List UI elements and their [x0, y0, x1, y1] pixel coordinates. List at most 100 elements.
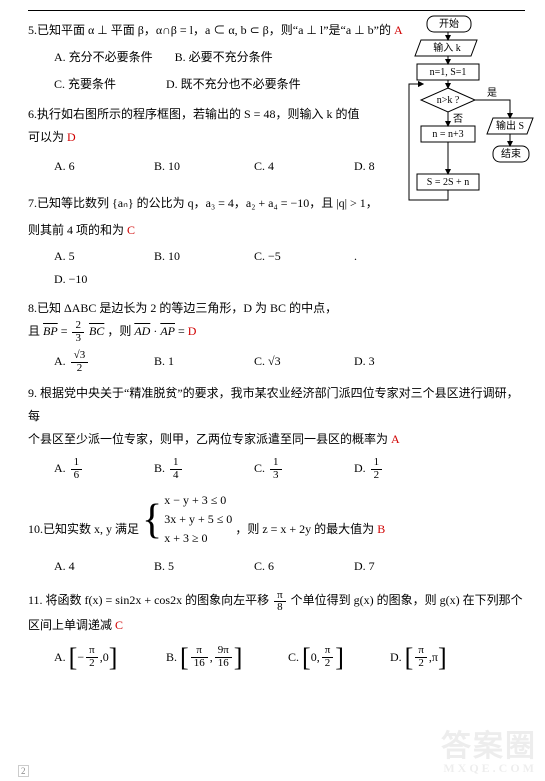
q9-b-p: B.: [154, 461, 165, 475]
q10-opt-a: A. 4: [54, 555, 114, 578]
q5-answer: A: [394, 23, 403, 37]
fc-in: 输入 k: [433, 41, 461, 54]
q9-c-p: C.: [254, 461, 265, 475]
q9-c-frac: 13: [270, 457, 282, 481]
fc-end: 结束: [501, 147, 521, 160]
q7-stem-b-text: 则其前 4 项的和为: [28, 223, 124, 237]
q10-system-rows: x − y + 3 ≤ 0 3x + y + 5 ≤ 0 x + 3 ≥ 0: [164, 491, 232, 549]
left-brace-icon: {: [142, 499, 162, 541]
q11: 11. 将函数 f(x) = sin2x + cos2x 的图象向左平移 π8 …: [28, 589, 525, 670]
rbracket-icon: ]: [438, 645, 447, 671]
q11-post: 个单位得到 g(x) 的图象，则 g(x) 在下列那个: [291, 593, 523, 607]
q7-opt-b: B. 10: [154, 245, 214, 268]
lbracket-icon: [: [69, 645, 78, 671]
q5-opt-c: C. 充要条件: [54, 73, 144, 96]
q9-opt-a: A. 16: [54, 457, 114, 481]
q11-b-r: 9π16: [215, 645, 232, 669]
q8-options: A. √32 B. 1 C. √3 D. 3: [54, 350, 525, 374]
q10-stem: 10.已知实数 x, y 满足 { x − y + 3 ≤ 0 3x + y +…: [28, 491, 525, 549]
q11-a-neg: −: [77, 646, 84, 669]
q10-opt-d: D. 7: [354, 555, 414, 578]
q10-options: A. 4 B. 5 C. 6 D. 7: [54, 555, 525, 578]
q6-opt-b: B. 10: [154, 155, 214, 178]
q8-stem-a: 8.已知 ΔABC 是边长为 2 的等边三角形，D 为 BC 的中点，: [28, 297, 525, 320]
q9-a-frac: 16: [71, 457, 83, 481]
lbracket-icon: [: [302, 645, 311, 671]
q10-answer: B: [377, 522, 385, 536]
flowchart: 开始 输入 k n=1, S=1 n>k ? n = n+3 S = 2S + …: [407, 14, 535, 236]
lbracket-icon: [: [180, 645, 189, 671]
q11-a-ld: 2: [86, 658, 98, 670]
q11-shift: π8: [274, 590, 286, 614]
q8-opt-a: A. √32: [54, 350, 114, 374]
q8-dot: ·: [153, 324, 157, 338]
top-rule: [28, 10, 525, 11]
q8-vec-bp: BP: [43, 324, 58, 338]
q9-d-frac: 12: [371, 457, 383, 481]
q6-answer: D: [67, 130, 76, 144]
q11-b-rd: 16: [215, 658, 232, 670]
q11-d-l: π2: [415, 645, 427, 669]
q9-opt-c: C. 13: [254, 457, 314, 481]
q9-b-d: 4: [170, 470, 182, 482]
q9-answer: A: [391, 432, 400, 446]
q9-c-d: 3: [270, 470, 282, 482]
q8: 8.已知 ΔABC 是边长为 2 的等边三角形，D 为 BC 的中点， 且 BP…: [28, 297, 525, 374]
q9-opt-b: B. 14: [154, 457, 214, 481]
q9-stem-b-text: 个县区至少派一位专家，则甲，乙两位专家派遣至同一县区的概率为: [28, 432, 388, 446]
q11-opt-b: B. [π16, 9π16]: [166, 645, 266, 671]
fc-sstep: S = 2S + n: [427, 177, 469, 188]
watermark-main: 答案圈: [441, 730, 537, 763]
q8-opt-d: D. 3: [354, 350, 414, 374]
q11-a-l: π2: [86, 645, 98, 669]
q9-b-n: 1: [170, 457, 182, 470]
q9-c-n: 1: [270, 457, 282, 470]
q8-opt-b: B. 1: [154, 350, 214, 374]
q11-b-ld: 16: [191, 658, 208, 670]
q10-opt-b: B. 5: [154, 555, 214, 578]
q9-d-p: D.: [354, 461, 366, 475]
flowchart-svg: 开始 输入 k n=1, S=1 n>k ? n = n+3 S = 2S + …: [407, 14, 535, 232]
q6-opt-c: C. 4: [254, 155, 314, 178]
q8-vec-ap: AP: [160, 324, 175, 338]
q9-b-frac: 14: [170, 457, 182, 481]
q9-a-p: A.: [54, 461, 66, 475]
q6-opt-a: A. 6: [54, 155, 114, 178]
q8-stem-b: 且 BP = 23 BC ，则 AD · AP = D: [28, 320, 525, 344]
q8-frac: 23: [72, 320, 84, 344]
q11-answer: C: [115, 618, 123, 632]
q11-c-r: π2: [322, 645, 334, 669]
q8-a-den: 2: [71, 363, 89, 375]
q9-opt-d: D. 12: [354, 457, 414, 481]
q8-eq: =: [61, 324, 71, 338]
q6-opt-d: D. 8: [354, 155, 414, 178]
q5-stem-text: 5.已知平面 α ⊥ 平面 β，α∩β = l，a ⊂ α, b ⊂ β，则“a…: [28, 23, 391, 37]
q7-answer: C: [127, 223, 135, 237]
q8-a-num: √3: [71, 350, 89, 363]
q7-opt-a: A. 5: [54, 245, 114, 268]
fc-yes: 是: [487, 87, 497, 99]
q11-opt-a: A. [−π2, 0]: [54, 645, 144, 671]
q8-opt-c: C. √3: [254, 350, 314, 374]
q8-answer: D: [188, 324, 197, 338]
q8-mid: ，则: [107, 324, 134, 338]
q8-post: =: [178, 324, 188, 338]
q10-opt-c: C. 6: [254, 555, 314, 578]
q10-r3: x + 3 ≥ 0: [164, 529, 232, 548]
q11-stem-b-text: 区间上单调递减: [28, 618, 112, 632]
q5-opt-d: D. 既不充分也不必要条件: [166, 73, 301, 96]
q10-system: { x − y + 3 ≤ 0 3x + y + 5 ≤ 0 x + 3 ≥ 0: [142, 491, 232, 549]
q5-opt-a: A. 充分不必要条件: [54, 46, 153, 69]
q11-pre: 11. 将函数 f(x) = sin2x + cos2x 的图象向左平移: [28, 593, 272, 607]
q11-options: A. [−π2, 0] B. [π16, 9π16] C. [0, π2] D.…: [54, 645, 525, 671]
rbracket-icon: ]: [109, 645, 118, 671]
q9-a-n: 1: [71, 457, 83, 470]
q11-a-p: A.: [54, 649, 66, 663]
q10-post: ，则 z = x + 2y 的最大值为: [235, 522, 374, 536]
fc-cond: n>k ?: [437, 95, 460, 106]
q9-options: A. 16 B. 14 C. 13 D. 12: [54, 457, 525, 481]
q9-stem-a: 9. 根据党中央关于“精准脱贫”的要求，我市某农业经济部门派四位专家对三个县区进…: [28, 382, 525, 428]
q7-opt-d-dot: .: [354, 245, 394, 268]
fc-out: 输出 S: [496, 119, 524, 132]
rbracket-icon: ]: [234, 645, 243, 671]
